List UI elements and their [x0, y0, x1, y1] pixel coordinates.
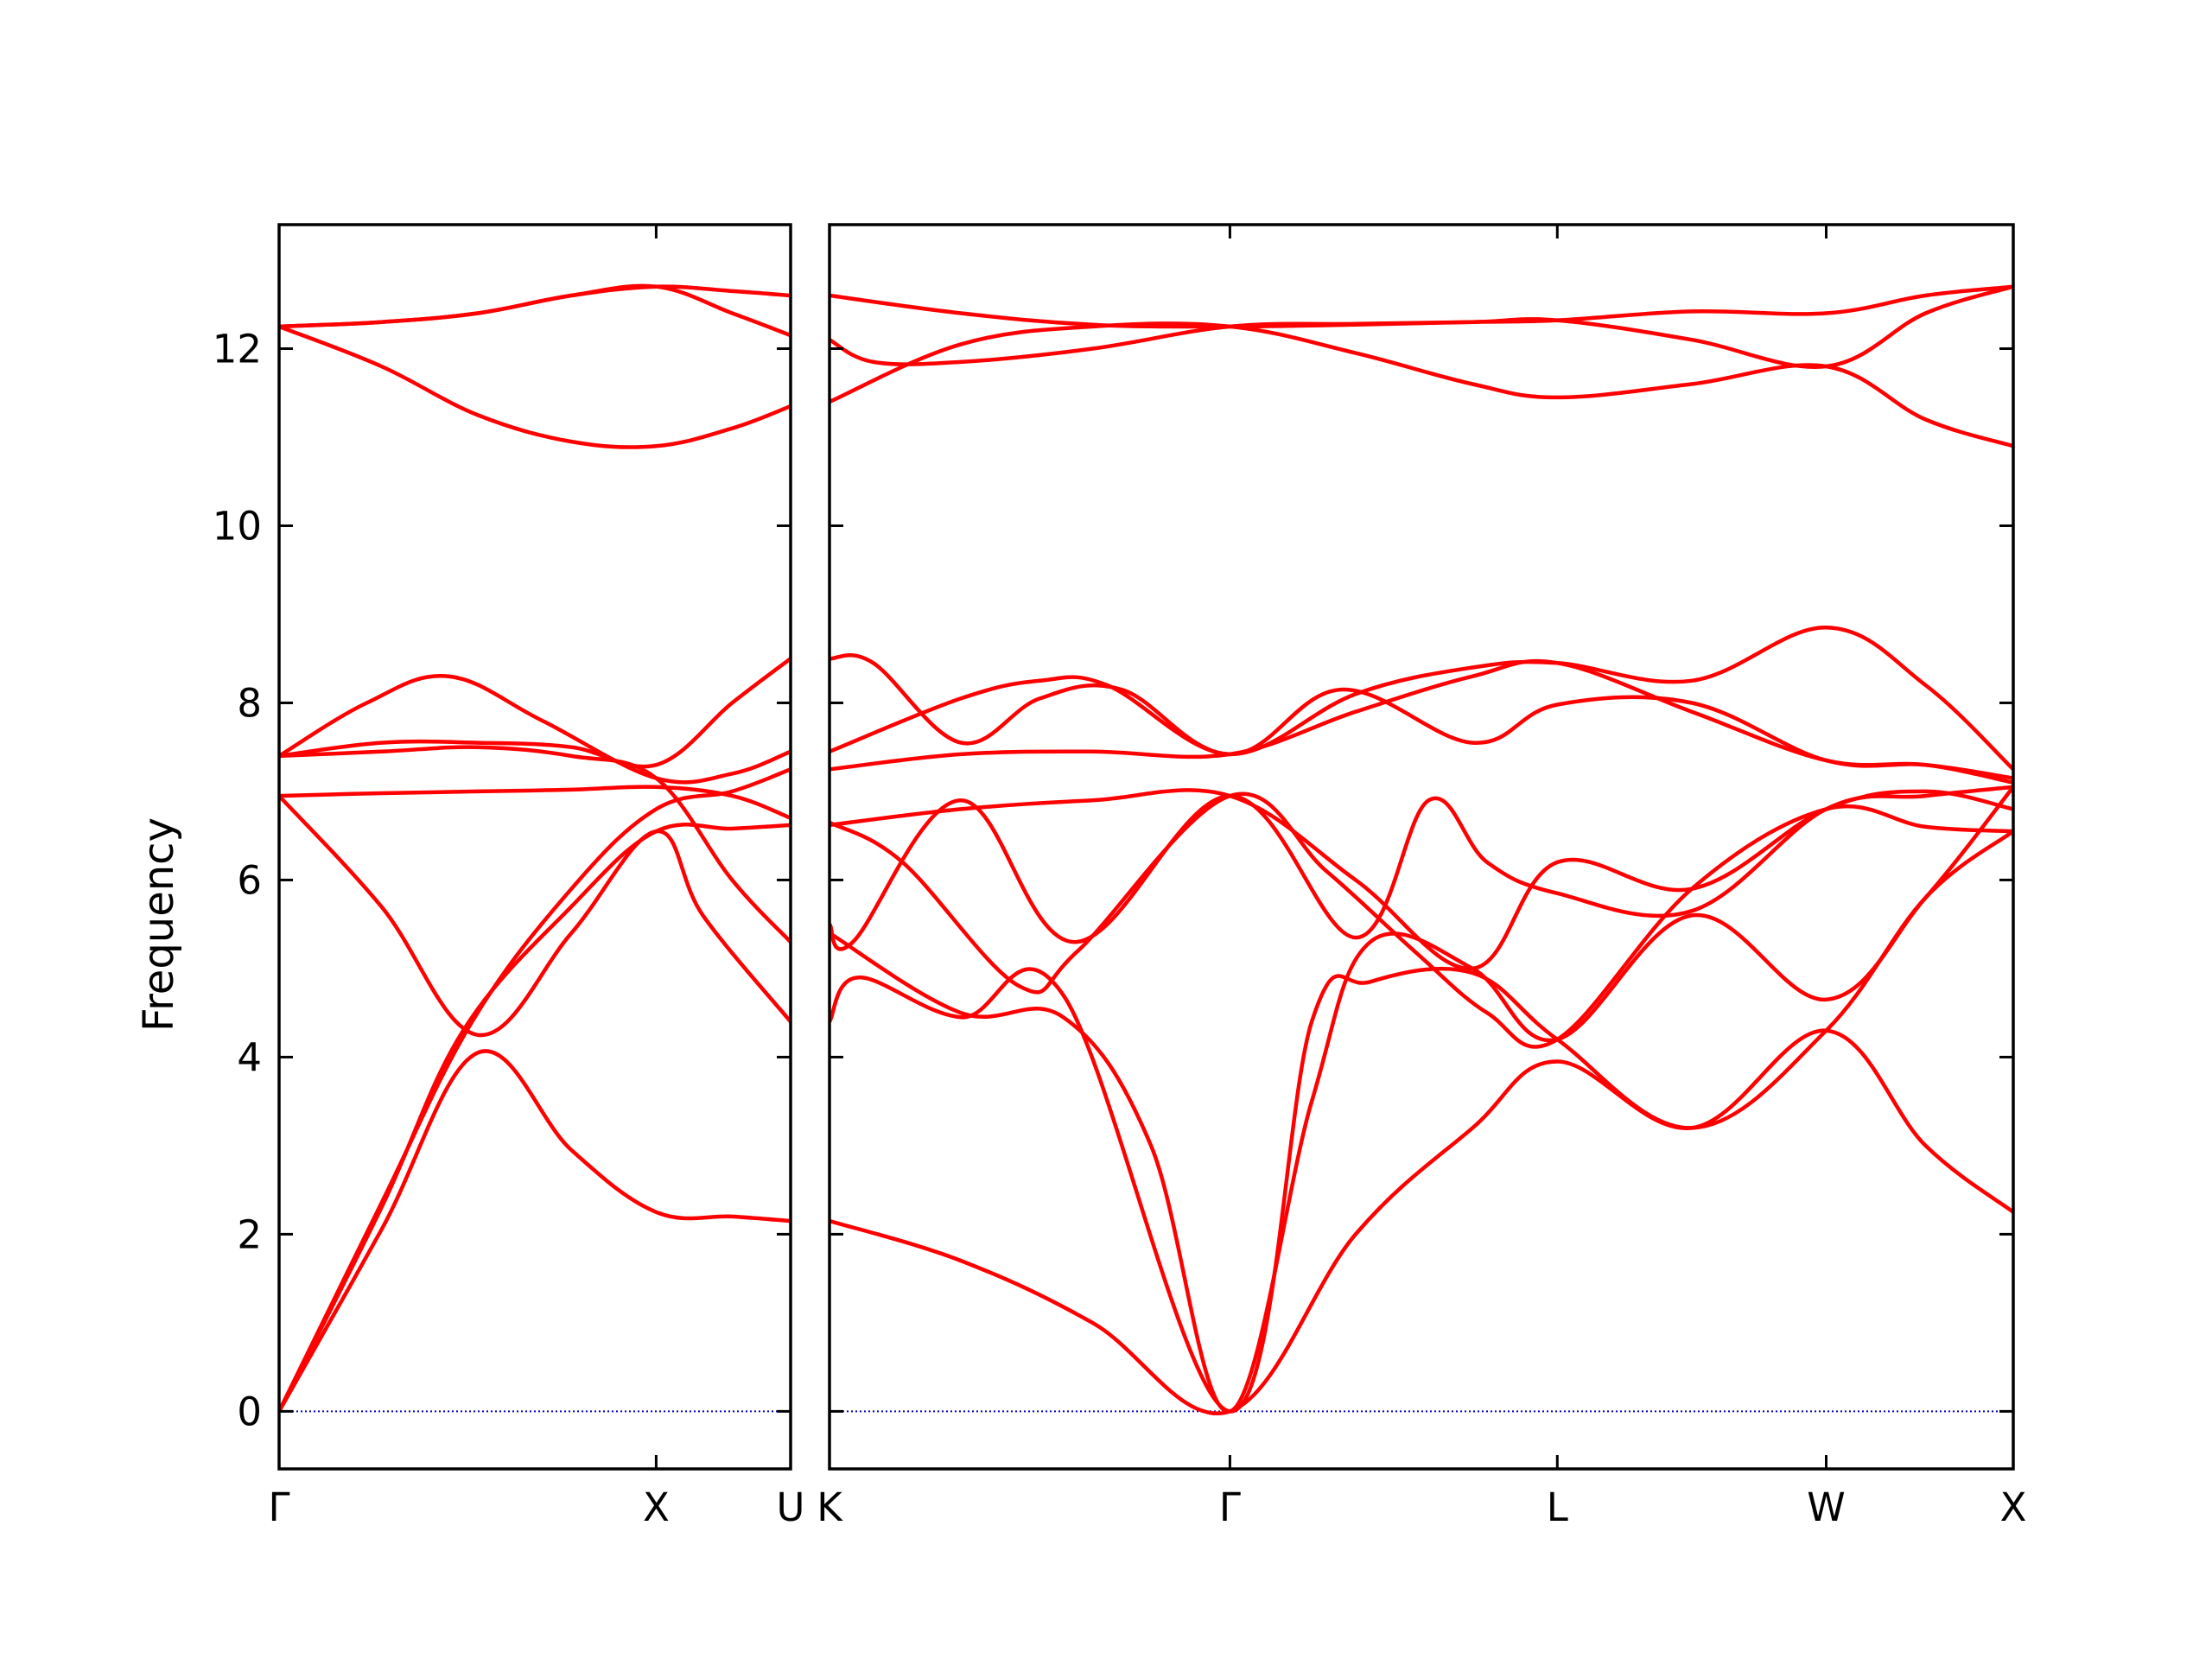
y-tick-label: 8 [237, 680, 262, 726]
x-tick-label: X [643, 1484, 670, 1530]
band-line [830, 785, 2013, 1414]
x-tick-label: Γ [268, 1484, 289, 1530]
x-tick-label: W [1807, 1484, 1846, 1530]
x-tick-label: U [777, 1484, 805, 1530]
band-line [279, 284, 791, 329]
band-line [830, 785, 2013, 951]
y-tick-label: 12 [213, 326, 262, 372]
y-tick-label: 0 [237, 1389, 262, 1434]
plot-frame [828, 223, 2015, 1471]
band-line [830, 829, 2013, 1414]
panels-group: Γ X U 0 2 4 6 8 10 12 K Γ L W X [213, 223, 2027, 1530]
y-tick-label: 2 [237, 1211, 262, 1257]
bands-group [279, 283, 791, 1414]
band-line [279, 823, 791, 1414]
x-tick-label: K [817, 1484, 843, 1530]
y-tick-label: 6 [237, 857, 262, 903]
band-line [279, 785, 791, 820]
panel-left: Γ X U 0 2 4 6 8 10 12 [213, 223, 805, 1530]
band-line [830, 321, 2013, 448]
band-line [279, 283, 791, 338]
y-tick-label: 10 [213, 503, 262, 549]
y-axis-label: Frequency [135, 817, 183, 1032]
band-line [279, 745, 791, 944]
y-tick-label: 4 [237, 1034, 262, 1080]
x-tick-label: X [2000, 1484, 2027, 1530]
band-line [279, 767, 791, 1414]
band-line [830, 675, 2013, 780]
plot-frame [277, 223, 792, 1471]
x-tick-label: L [1547, 1484, 1568, 1530]
band-line [279, 1049, 791, 1414]
band-line [830, 284, 2013, 329]
x-tick-label: Γ [1219, 1484, 1241, 1530]
band-line [830, 284, 2013, 369]
band-line [279, 673, 791, 785]
band-line [830, 788, 2013, 971]
band-line [279, 656, 791, 769]
band-line [830, 626, 2013, 772]
band-line [279, 324, 791, 449]
band-line [830, 1028, 2013, 1415]
bands-group [830, 284, 2013, 1415]
band-line [830, 791, 2013, 1049]
band-line [279, 793, 791, 1038]
